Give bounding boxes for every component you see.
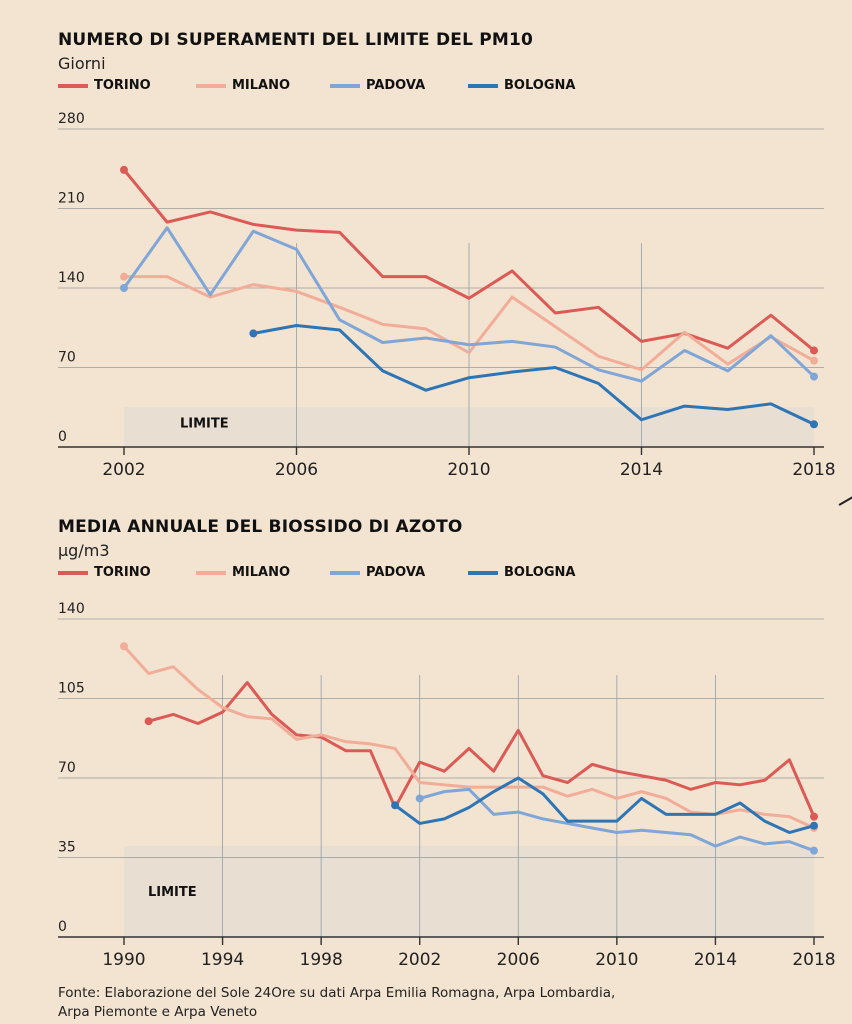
series-line-bologna (393, 776, 816, 835)
source-line-2: Arpa Piemonte e Arpa Veneto (58, 1004, 258, 1020)
limit-label: LIMITE (180, 416, 229, 431)
legend-item-torino: TORINO (58, 565, 151, 580)
legend-swatch-milano (196, 83, 226, 88)
legend-label-bologna: BOLOGNA (504, 565, 576, 580)
legend-item-torino: TORINO (58, 78, 151, 93)
series-start-point-milano (120, 272, 128, 281)
x-tick-label: 1998 (300, 950, 343, 970)
x-tick-label: 2010 (447, 460, 490, 480)
series-line-torino (147, 681, 816, 819)
series-end-point-padova (810, 846, 818, 855)
chart-title: MEDIA ANNUALE DEL BIOSSIDO DI AZOTO (58, 517, 463, 537)
y-tick-label: 70 (58, 760, 76, 776)
legend-item-padova: PADOVA (330, 565, 425, 580)
y-tick-label: 105 (58, 681, 85, 697)
series-line-milano (122, 644, 816, 830)
chart-legend: TORINO MILANO PADOVA BOLOGNA (58, 78, 758, 98)
series-line-torino (122, 168, 816, 352)
x-tick-label: 2006 (497, 950, 540, 970)
y-tick-label: 35 (58, 840, 76, 856)
y-tick-label: 0 (58, 919, 67, 935)
legend-item-bologna: BOLOGNA (468, 565, 575, 580)
y-tick-label: 140 (58, 270, 85, 286)
series-end-point-torino (810, 346, 818, 355)
legend-item-milano: MILANO (196, 565, 290, 580)
series-end-point-bologna (810, 821, 818, 830)
limit-band (124, 846, 814, 937)
source-footnote: Fonte: Elaborazione del Sole 24Ore su da… (58, 984, 818, 1022)
legend-item-padova: PADOVA (330, 78, 425, 93)
series-start-point-torino (144, 717, 153, 726)
series-line-padova (418, 787, 816, 853)
series-end-point-padova (810, 372, 818, 381)
chart-unit-label: µg/m3 (58, 541, 110, 560)
x-tick-label: 1990 (102, 950, 145, 970)
y-tick-label: 140 (58, 601, 85, 617)
series-end-point-bologna (810, 420, 818, 429)
legend-label-padova: PADOVA (366, 78, 426, 93)
chart-title: NUMERO DI SUPERAMENTI DEL LIMITE DEL PM1… (58, 30, 534, 50)
y-tick-label: 0 (58, 429, 67, 445)
limit-label: LIMITE (148, 885, 197, 900)
legend-label-padova: PADOVA (366, 565, 426, 580)
series-start-point-bologna (249, 329, 258, 338)
x-tick-label: 2014 (694, 950, 737, 970)
x-tick-label: 2002 (102, 460, 145, 480)
y-tick-label: 70 (58, 350, 76, 366)
legend-swatch-padova (330, 83, 360, 88)
legend-swatch-bologna (468, 570, 498, 575)
series-start-point-milano (120, 642, 128, 651)
pm10-chart-panel: NUMERO DI SUPERAMENTI DEL LIMITE DEL PM1… (0, 0, 852, 500)
x-tick-label: 1994 (201, 950, 244, 970)
x-tick-label: 2002 (398, 950, 441, 970)
legend-swatch-milano (196, 570, 226, 575)
x-tick-label: 2018 (792, 460, 835, 480)
series-line-padova (122, 226, 816, 383)
series-start-point-bologna (391, 801, 400, 810)
series-line-milano (122, 275, 816, 372)
no2-chart-plot: LIMITE 0 35 70 105 140 1990 1994 1998 2002 2006 201… (58, 601, 836, 970)
pm10-chart-plot: LIMITE 0 70 140 210 280 2002 2006 2010 2014 2018 (58, 111, 836, 480)
x-tick-label: 2006 (275, 460, 318, 480)
legend-label-torino: TORINO (94, 78, 151, 93)
series-start-point-padova (415, 794, 424, 803)
legend-swatch-torino (58, 83, 88, 88)
legend-label-torino: TORINO (94, 565, 151, 580)
series-end-point-milano (810, 356, 818, 365)
series-start-point-torino (120, 165, 128, 174)
legend-label-milano: MILANO (232, 78, 291, 93)
x-tick-label: 2014 (620, 460, 663, 480)
series-line-bologna (251, 323, 816, 426)
x-tick-label: 2010 (595, 950, 638, 970)
series-start-point-padova (120, 284, 128, 292)
source-line-1: Fonte: Elaborazione del Sole 24Ore su da… (58, 985, 616, 1001)
y-tick-label: 280 (58, 111, 85, 127)
chart-unit-label: Giorni (58, 54, 106, 73)
legend-item-milano: MILANO (196, 78, 290, 93)
no2-chart-panel: MEDIA ANNUALE DEL BIOSSIDO DI AZOTO µg/m… (0, 505, 852, 975)
x-tick-label: 2018 (792, 950, 835, 970)
legend-swatch-bologna (468, 83, 498, 88)
legend-swatch-torino (58, 570, 88, 575)
legend-item-bologna: BOLOGNA (468, 78, 575, 93)
y-tick-label: 210 (58, 191, 85, 207)
chart-legend: TORINO MILANO PADOVA BOLOGNA (58, 565, 758, 585)
series-end-point-torino (810, 812, 818, 821)
legend-label-bologna: BOLOGNA (504, 78, 576, 93)
legend-label-milano: MILANO (232, 565, 291, 580)
legend-swatch-padova (330, 570, 360, 575)
